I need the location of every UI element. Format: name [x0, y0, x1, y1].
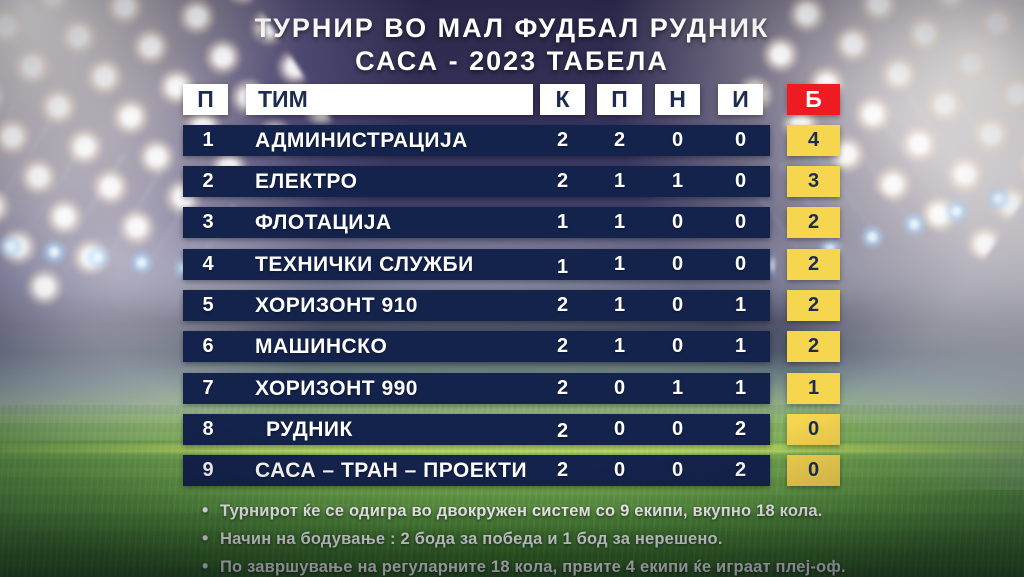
losses-cell: 2 [734, 459, 747, 481]
note-text: Начин на бодување : 2 бода за победа и 1… [220, 530, 723, 548]
team-cell: ЕЛЕКТРО [255, 170, 358, 193]
played-cell: 2 [556, 420, 569, 442]
points-cell: 2 [787, 331, 840, 362]
position-cell: 9 [202, 459, 214, 481]
header-cell-wins: П [597, 84, 642, 115]
played-cell: 2 [556, 170, 569, 192]
played-cell: 1 [556, 211, 569, 233]
table-row: 9 САСА – ТРАН – ПРОЕКТИ 2 0 0 2 0 [183, 455, 840, 486]
losses-cell: 0 [734, 211, 747, 233]
position-cell: 1 [202, 129, 214, 151]
played-cell: 2 [556, 294, 569, 316]
wins-cell: 0 [613, 459, 626, 481]
note-item: • По завршување на регуларните 18 кола, п… [202, 553, 846, 577]
bullet-icon: • [202, 556, 209, 576]
position-cell: 3 [202, 211, 214, 233]
team-cell: ТЕХНИЧКИ СЛУЖБИ [255, 253, 474, 276]
header-cell-points: Б [787, 84, 840, 115]
table-row: 8 РУДНИК 2 0 0 2 0 [183, 414, 840, 445]
team-cell: ФЛОТАЦИЈА [255, 211, 392, 234]
team-cell: МАШИНСКО [255, 335, 388, 358]
bullet-icon: • [202, 500, 209, 520]
losses-cell: 1 [734, 335, 747, 357]
team-cell: АДМИНИСТРАЦИЈА [255, 129, 468, 152]
header-cell-losses: И [718, 84, 763, 115]
wins-cell: 0 [613, 377, 626, 399]
losses-cell: 2 [734, 418, 747, 440]
draws-cell: 1 [671, 170, 684, 192]
points-cell: 0 [787, 455, 840, 486]
team-cell: САСА – ТРАН – ПРОЕКТИ [255, 459, 528, 482]
position-cell: 8 [202, 418, 214, 440]
position-cell: 7 [202, 377, 214, 399]
wins-cell: 1 [613, 211, 626, 233]
losses-cell: 1 [734, 294, 747, 316]
draws-cell: 1 [671, 377, 684, 399]
table-row: 4 ТЕХНИЧКИ СЛУЖБИ 1 1 0 0 2 [183, 249, 840, 280]
losses-cell: 1 [734, 377, 747, 399]
grass-highlight-stripe [0, 444, 1024, 453]
draws-cell: 0 [671, 211, 684, 233]
draws-cell: 0 [671, 335, 684, 357]
losses-cell: 0 [734, 253, 747, 275]
table-row: 5 ХОРИЗОНТ 910 2 1 0 1 2 [183, 290, 840, 321]
draws-cell: 0 [671, 294, 684, 316]
wins-cell: 2 [613, 129, 626, 151]
losses-cell: 0 [734, 129, 747, 151]
played-cell: 2 [556, 459, 569, 481]
note-text: Турнирот ќе се одигра во двокружен систе… [220, 502, 823, 520]
table-row: 1 АДМИНИСТРАЦИЈА 2 2 0 0 4 [183, 125, 840, 156]
table-row: 7 ХОРИЗОНТ 990 2 0 1 1 1 [183, 373, 840, 404]
points-cell: 1 [787, 373, 840, 404]
draws-cell: 0 [671, 459, 684, 481]
title-line-2: САСА - 2023 ТАБЕЛА [355, 46, 669, 76]
notes-list: • Турнирот ќе се одигра во двокружен сист… [202, 497, 846, 577]
team-cell: ХОРИЗОНТ 910 [255, 294, 418, 317]
title-line-1: ТУРНИР ВО МАЛ ФУДБАЛ РУДНИК [254, 13, 770, 43]
losses-cell: 0 [734, 170, 747, 192]
header-cell-played: К [540, 84, 585, 115]
team-cell: РУДНИК [266, 418, 353, 441]
header-cell-position: П [183, 84, 228, 115]
page-title: ТУРНИР ВО МАЛ ФУДБАЛ РУДНИК САСА - 2023 … [0, 12, 1024, 78]
played-cell: 2 [556, 335, 569, 357]
wins-cell: 0 [613, 418, 626, 440]
wins-cell: 1 [613, 253, 626, 275]
position-cell: 4 [202, 253, 214, 275]
points-cell: 2 [787, 207, 840, 238]
header-cell-draws: Н [655, 84, 700, 115]
draws-cell: 0 [671, 418, 684, 440]
draws-cell: 0 [671, 129, 684, 151]
points-cell: 2 [787, 290, 840, 321]
bullet-icon: • [202, 528, 209, 548]
played-cell: 2 [556, 377, 569, 399]
wins-cell: 1 [613, 294, 626, 316]
wins-cell: 1 [613, 335, 626, 357]
position-cell: 6 [202, 335, 214, 357]
played-cell: 1 [556, 256, 569, 278]
points-cell: 4 [787, 125, 840, 156]
points-cell: 3 [787, 166, 840, 197]
points-cell: 0 [787, 414, 840, 445]
header-cell-team: ТИМ [246, 84, 533, 115]
table-row: 2 ЕЛЕКТРО 2 1 1 0 3 [183, 166, 840, 197]
table-row: 6 МАШИНСКО 2 1 0 1 2 [183, 331, 840, 362]
wins-cell: 1 [613, 170, 626, 192]
points-cell: 2 [787, 249, 840, 280]
note-item: • Начин на бодување : 2 бода за победа и … [202, 525, 846, 553]
position-cell: 2 [202, 170, 214, 192]
note-item: • Турнирот ќе се одигра во двокружен сист… [202, 497, 846, 525]
table-row: 3 ФЛОТАЦИЈА 1 1 0 0 2 [183, 207, 840, 238]
played-cell: 2 [556, 129, 569, 151]
team-cell: ХОРИЗОНТ 990 [255, 377, 418, 400]
note-text: По завршување на регуларните 18 кола, пр… [220, 558, 846, 576]
draws-cell: 0 [671, 253, 684, 275]
position-cell: 5 [202, 294, 214, 316]
